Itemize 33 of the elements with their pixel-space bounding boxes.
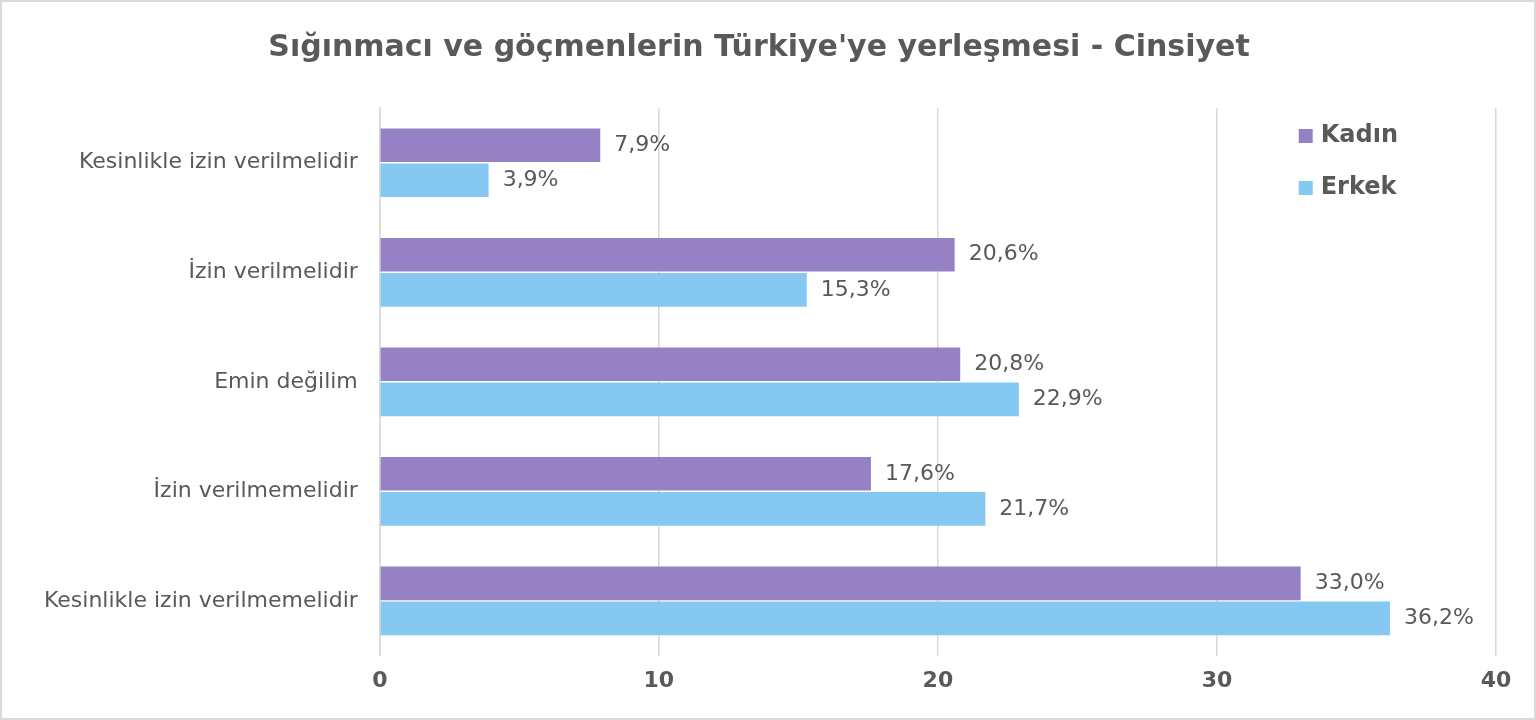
data-label: 15,3% bbox=[820, 275, 891, 301]
x-tick-label: 0 bbox=[372, 666, 388, 692]
y-tick-label: Kesinlikle izin verilmelidir bbox=[78, 148, 359, 174]
data-label: 20,6% bbox=[968, 240, 1039, 266]
data-label: 36,2% bbox=[1403, 604, 1474, 630]
bar bbox=[380, 492, 986, 526]
bar bbox=[380, 272, 807, 307]
bar bbox=[380, 347, 961, 382]
bar bbox=[380, 237, 955, 272]
legend-label: Erkek bbox=[1320, 172, 1398, 201]
data-label: 17,6% bbox=[884, 459, 955, 485]
legend-label: Kadın bbox=[1320, 120, 1399, 149]
data-label: 33,0% bbox=[1314, 569, 1385, 595]
bar bbox=[380, 601, 1390, 636]
x-tick-label: 30 bbox=[1201, 666, 1233, 692]
bar bbox=[380, 382, 1019, 417]
x-tick-label: 40 bbox=[1480, 666, 1512, 692]
data-label: 7,9% bbox=[614, 130, 671, 156]
data-label: 3,9% bbox=[502, 166, 559, 191]
bar bbox=[380, 456, 871, 491]
bar bbox=[380, 163, 489, 198]
y-tick-label: İzin verilmelidir bbox=[188, 258, 359, 283]
y-tick-label: Emin değilim bbox=[214, 367, 358, 393]
chart-title: Sığınmacı ve göçmenlerin Türkiye'ye yerleşmesi - Cinsiyet bbox=[268, 27, 1250, 63]
bar bbox=[380, 128, 601, 163]
data-label: 22,9% bbox=[1032, 385, 1103, 411]
y-tick-label: İzin verilmemelidir bbox=[153, 477, 359, 503]
data-label: 20,8% bbox=[974, 350, 1045, 375]
x-tick-label: 10 bbox=[643, 666, 675, 692]
bar bbox=[380, 566, 1301, 601]
x-tick-label: 20 bbox=[922, 666, 954, 692]
data-label: 21,7% bbox=[999, 494, 1070, 520]
y-tick-label: Kesinlikle izin verilmemelidir bbox=[43, 586, 359, 612]
